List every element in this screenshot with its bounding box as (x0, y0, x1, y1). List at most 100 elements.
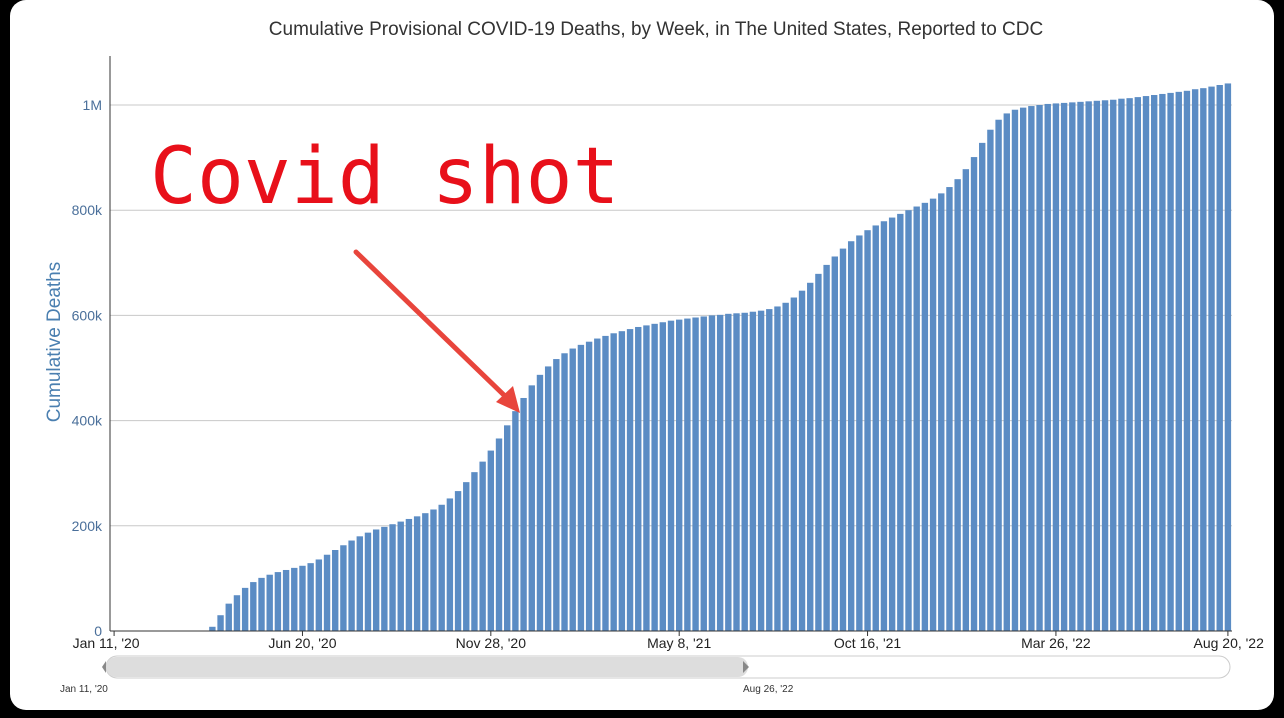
bar[interactable] (1044, 103, 1051, 631)
bar[interactable] (504, 425, 511, 631)
bar[interactable] (397, 521, 404, 631)
bar[interactable] (1052, 103, 1060, 632)
bar[interactable] (1003, 113, 1010, 632)
bar[interactable] (487, 450, 495, 631)
bar[interactable] (1028, 106, 1035, 632)
bar[interactable] (291, 567, 298, 631)
bar[interactable] (667, 320, 675, 631)
range-navigator[interactable]: Jan 11, '20 Aug 26, '22 (60, 655, 1231, 695)
navigator-right-handle[interactable] (743, 661, 749, 673)
bar[interactable] (888, 217, 896, 631)
bar[interactable] (708, 315, 716, 631)
bar[interactable] (1134, 97, 1142, 632)
bar[interactable] (1191, 89, 1199, 632)
bar[interactable] (643, 325, 650, 631)
bar[interactable] (520, 397, 527, 631)
bar[interactable] (315, 559, 323, 631)
bar[interactable] (659, 322, 667, 631)
bar[interactable] (700, 316, 707, 631)
bar[interactable] (626, 329, 634, 631)
bar[interactable] (716, 314, 724, 631)
bar[interactable] (618, 331, 626, 631)
bar[interactable] (495, 438, 503, 631)
bar[interactable] (569, 348, 576, 631)
bar[interactable] (323, 554, 331, 631)
bar[interactable] (684, 318, 691, 631)
bar[interactable] (954, 179, 961, 632)
bar[interactable] (987, 129, 994, 631)
bar[interactable] (471, 472, 478, 631)
bar[interactable] (1224, 83, 1232, 632)
bar[interactable] (733, 313, 740, 631)
bar[interactable] (610, 333, 617, 631)
bar[interactable] (905, 210, 912, 631)
bar[interactable] (823, 264, 830, 631)
bar[interactable] (1118, 98, 1125, 631)
bar[interactable] (847, 241, 855, 632)
bar[interactable] (1077, 101, 1084, 632)
bar[interactable] (1208, 86, 1215, 632)
bar[interactable] (913, 206, 920, 631)
bar[interactable] (782, 302, 789, 631)
bar[interactable] (1060, 102, 1068, 631)
bar[interactable] (962, 169, 970, 632)
bar[interactable] (979, 142, 986, 631)
bar[interactable] (897, 213, 904, 631)
bar[interactable] (938, 193, 945, 631)
bar[interactable] (1159, 93, 1166, 631)
bar[interactable] (463, 482, 470, 631)
bar[interactable] (1011, 109, 1019, 632)
bar[interactable] (1200, 88, 1207, 632)
bar[interactable] (815, 273, 822, 631)
bar[interactable] (340, 545, 347, 631)
bar[interactable] (438, 504, 445, 631)
bar[interactable] (577, 344, 585, 631)
bar[interactable] (790, 297, 798, 631)
bar[interactable] (241, 587, 249, 631)
bar[interactable] (1142, 96, 1150, 631)
bar[interactable] (1216, 85, 1223, 631)
bar[interactable] (332, 550, 339, 631)
navigator-left-handle[interactable] (102, 661, 106, 673)
bar[interactable] (1085, 101, 1092, 631)
bar[interactable] (454, 491, 462, 631)
bar[interactable] (798, 290, 806, 631)
bar[interactable] (757, 310, 765, 631)
bar[interactable] (356, 536, 363, 631)
bar[interactable] (839, 248, 847, 631)
bar[interactable] (446, 498, 454, 631)
bar[interactable] (872, 225, 879, 631)
bar[interactable] (553, 359, 560, 631)
bar[interactable] (413, 516, 421, 631)
bar[interactable] (807, 282, 814, 631)
bar[interactable] (250, 582, 257, 631)
bar[interactable] (389, 524, 396, 631)
bar[interactable] (1151, 95, 1158, 631)
bar[interactable] (749, 311, 757, 631)
bar[interactable] (676, 319, 683, 631)
bar[interactable] (544, 366, 552, 631)
bar[interactable] (921, 202, 929, 631)
bar[interactable] (995, 119, 1002, 631)
bar[interactable] (225, 603, 232, 631)
bar[interactable] (831, 256, 838, 631)
bar[interactable] (651, 323, 658, 631)
bar[interactable] (856, 235, 863, 631)
bar[interactable] (536, 374, 544, 631)
bar[interactable] (692, 317, 699, 632)
bar[interactable] (970, 157, 978, 631)
bar[interactable] (561, 353, 568, 631)
bar[interactable] (864, 230, 871, 631)
bar[interactable] (602, 335, 609, 631)
bar[interactable] (585, 341, 593, 631)
bar[interactable] (929, 198, 937, 631)
bar[interactable] (1183, 90, 1191, 632)
bar[interactable] (258, 577, 265, 631)
bar[interactable] (880, 221, 888, 631)
bar[interactable] (217, 615, 224, 631)
bar[interactable] (594, 338, 601, 631)
bar[interactable] (381, 526, 388, 631)
bar[interactable] (1126, 98, 1133, 631)
bar[interactable] (946, 187, 953, 631)
bar[interactable] (307, 563, 314, 631)
